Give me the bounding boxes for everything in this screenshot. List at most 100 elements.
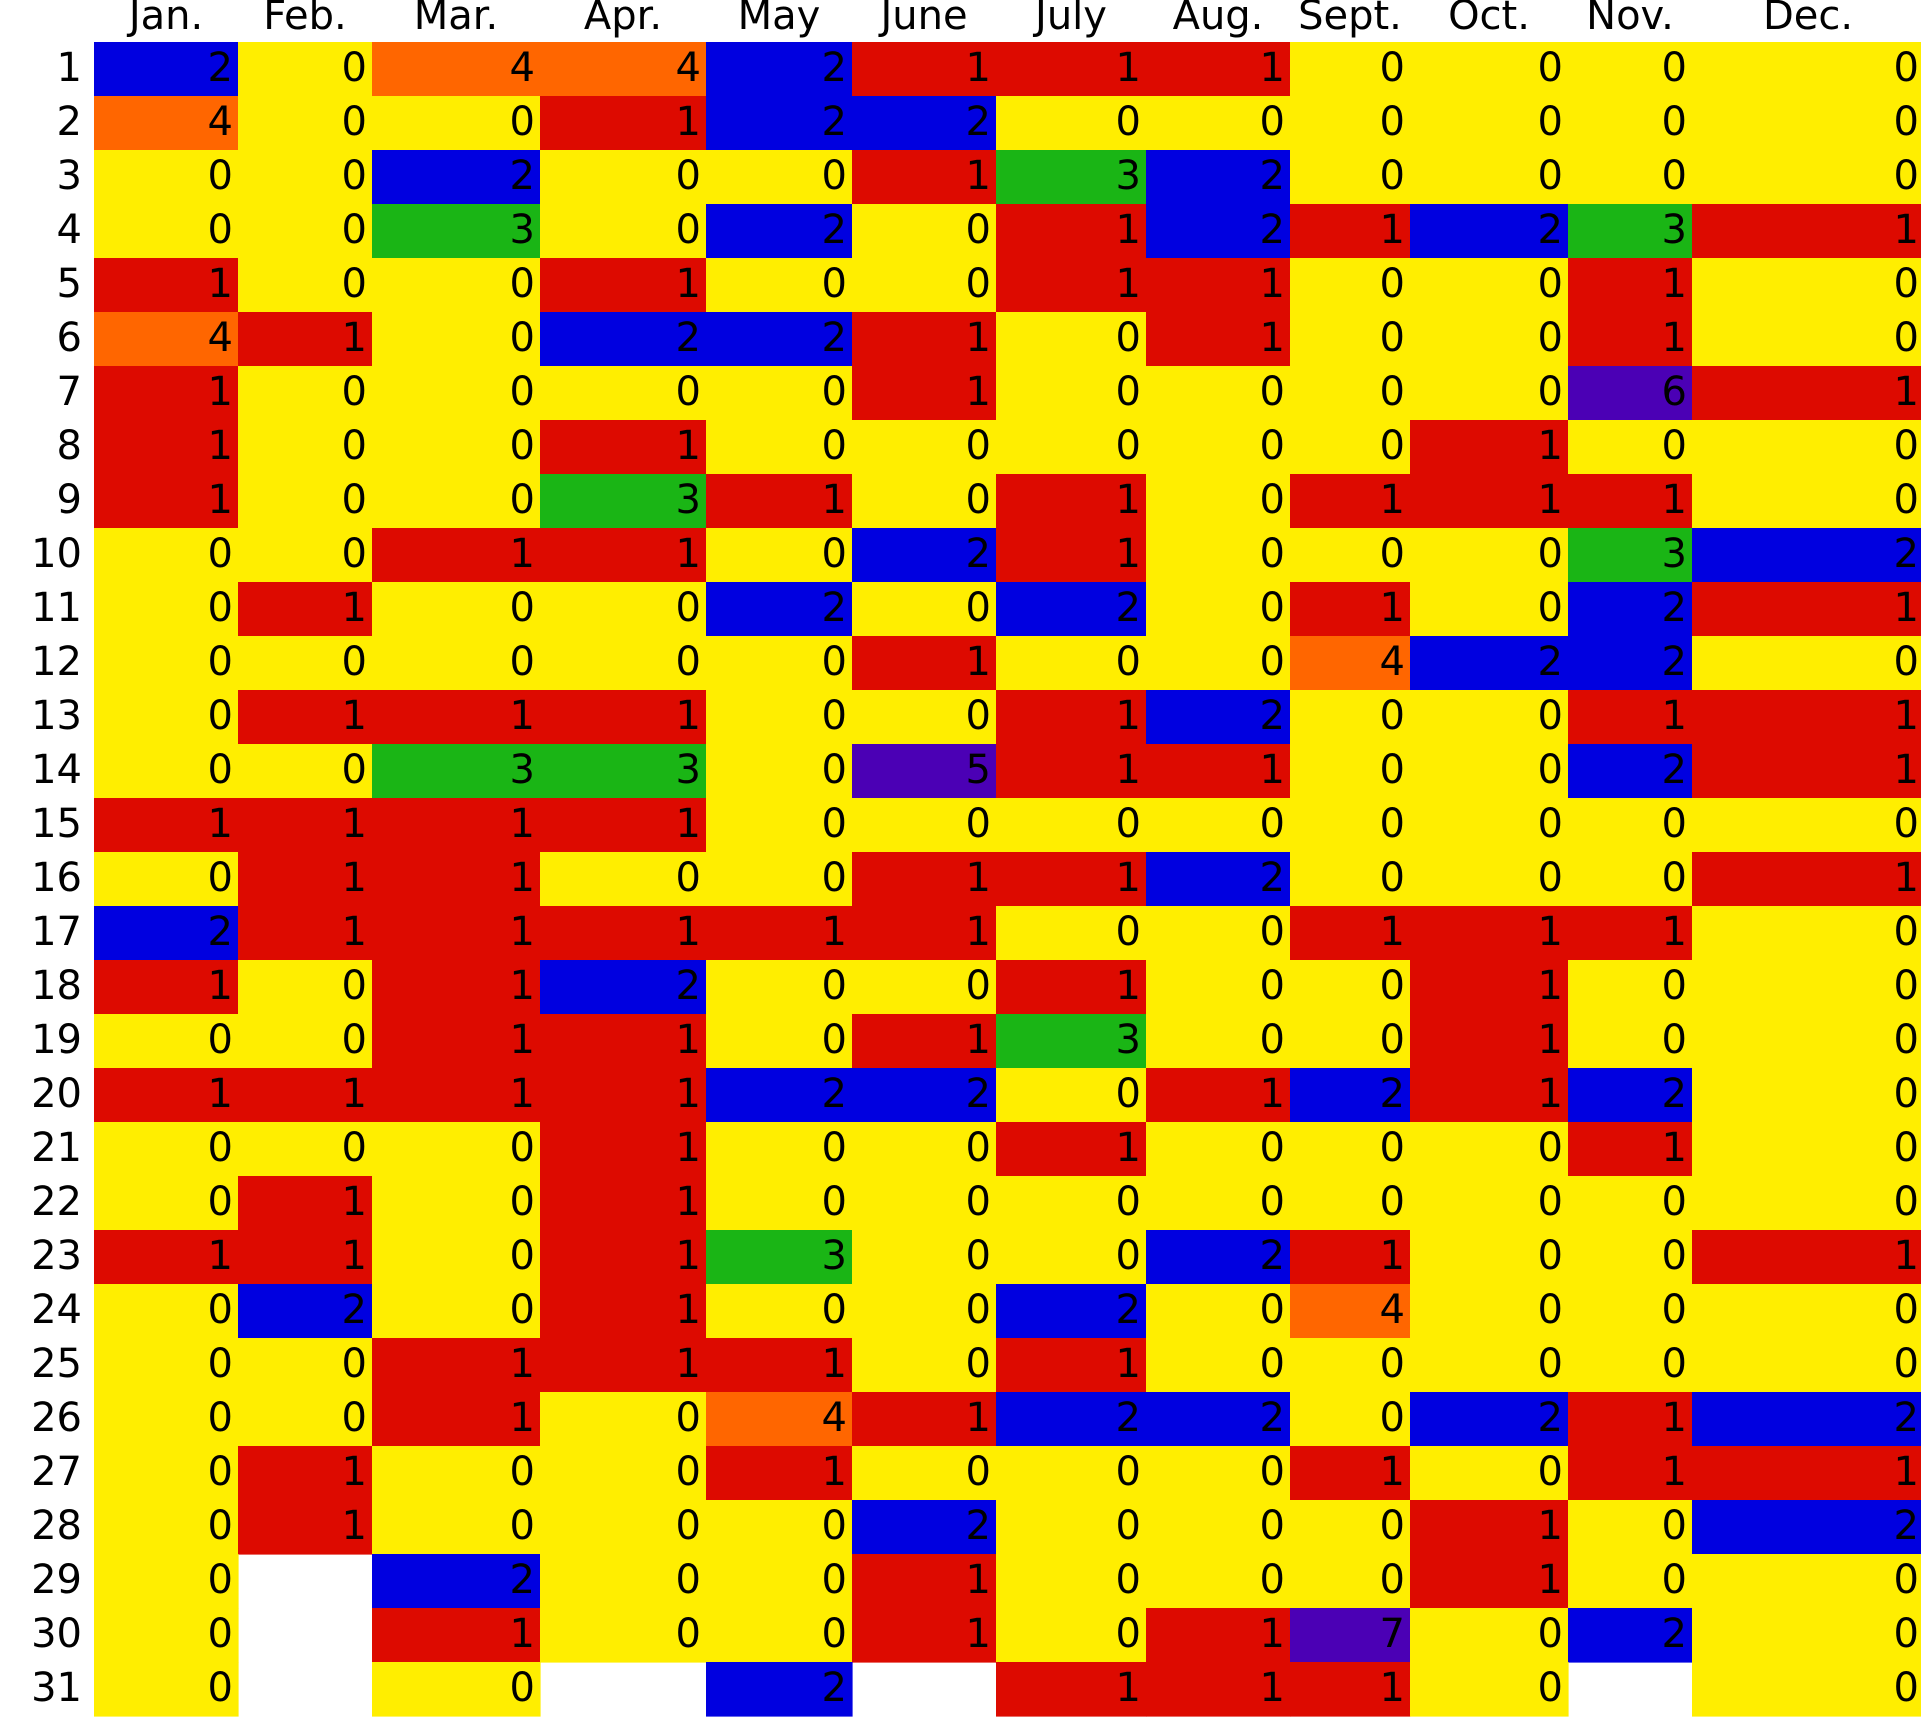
- heatmap-cell-Nov.-2: [1568, 96, 1693, 151]
- cell-value-label: 0: [1538, 1449, 1563, 1495]
- cell-value-label: 0: [208, 207, 233, 253]
- day-label: 13: [31, 693, 82, 739]
- heatmap-cell-Feb.-5: [238, 258, 373, 313]
- heatmap-cell-Aug.-13: [1146, 690, 1291, 745]
- cell-value-label: 1: [208, 801, 233, 847]
- heatmap-cell-Nov.-15: [1568, 798, 1693, 853]
- heatmap-cell-Oct.-9: [1410, 474, 1569, 529]
- heatmap-cell-Feb.-7: [238, 366, 373, 421]
- heatmap-cell-June-4: [852, 204, 997, 259]
- cell-value-label: 1: [676, 1125, 701, 1171]
- cell-value-label: 0: [1260, 99, 1285, 145]
- heatmap-cell-Oct.-3: [1410, 150, 1569, 205]
- cell-value-label: 0: [1662, 1179, 1687, 1225]
- heatmap-cell-Oct.-14: [1410, 744, 1569, 799]
- day-label: 27: [31, 1449, 82, 1495]
- cell-value-label: 0: [1380, 99, 1405, 145]
- cell-value-label: 0: [1380, 531, 1405, 577]
- heatmap-cell-July-31: [996, 1662, 1147, 1717]
- cell-value-label: 0: [342, 1125, 367, 1171]
- heatmap-cell-June-29: [852, 1554, 997, 1609]
- cell-value-label: 0: [1538, 693, 1563, 739]
- cell-value-label: 0: [676, 207, 701, 253]
- heatmap-cell-Oct.-2: [1410, 96, 1569, 151]
- month-label: Sept.: [1298, 0, 1402, 39]
- heatmap-cell-July-30: [996, 1608, 1147, 1663]
- cell-value-label: 1: [1116, 1665, 1141, 1711]
- cell-value-label: 1: [1538, 1557, 1563, 1603]
- heatmap-cell-Nov.-13: [1568, 690, 1693, 745]
- heatmap-cell-Jan.-5: [94, 258, 239, 313]
- heatmap-cell-Mar.-16: [372, 852, 541, 907]
- cell-value-label: 0: [966, 801, 991, 847]
- heatmap-cell-Dec.-3: [1692, 150, 1921, 205]
- heatmap-cell-Jan.-17: [94, 906, 239, 961]
- heatmap-cell-Apr.-29: [540, 1554, 707, 1609]
- cell-value-label: 1: [966, 153, 991, 199]
- cell-value-label: 0: [510, 1665, 535, 1711]
- cell-value-label: 1: [1380, 1665, 1405, 1711]
- day-label: 10: [31, 531, 82, 577]
- cell-value-label: 2: [966, 1071, 991, 1117]
- cell-value-label: 1: [822, 909, 847, 955]
- heatmap-cell-June-30: [852, 1608, 997, 1663]
- heatmap-cell-Apr.-7: [540, 366, 707, 421]
- heatmap-cell-Sept.-24: [1290, 1284, 1411, 1339]
- cell-value-label: 1: [1538, 477, 1563, 523]
- heatmap-cell-Aug.-1: [1146, 42, 1291, 97]
- cell-value-label: 1: [966, 1557, 991, 1603]
- heatmap-cell-Aug.-20: [1146, 1068, 1291, 1123]
- heatmap-cell-Oct.-31: [1410, 1662, 1569, 1717]
- month-label: Aug.: [1173, 0, 1264, 39]
- heatmap-cell-May-9: [706, 474, 853, 529]
- heatmap-cell-Feb.-1: [238, 42, 373, 97]
- heatmap-cell-Nov.-25: [1568, 1338, 1693, 1393]
- heatmap-cell-Oct.-20: [1410, 1068, 1569, 1123]
- cell-value-label: 0: [1894, 639, 1919, 685]
- heatmap-cell-Mar.-21: [372, 1122, 541, 1177]
- heatmap-cell-July-14: [996, 744, 1147, 799]
- cell-value-label: 1: [342, 1503, 367, 1549]
- heatmap-cell-June-25: [852, 1338, 997, 1393]
- heatmap-cell-Mar.-17: [372, 906, 541, 961]
- day-label: 8: [57, 423, 82, 469]
- heatmap-cell-Dec.-8: [1692, 420, 1921, 475]
- heatmap-cell-Jan.-3: [94, 150, 239, 205]
- cell-value-label: 0: [676, 1449, 701, 1495]
- heatmap-cell-Jan.-22: [94, 1176, 239, 1231]
- cell-value-label: 3: [1662, 207, 1687, 253]
- cell-value-label: 1: [1894, 207, 1919, 253]
- cell-value-label: 1: [1662, 1449, 1687, 1495]
- cell-value-label: 0: [1894, 1179, 1919, 1225]
- heatmap-cell-June-18: [852, 960, 997, 1015]
- heatmap-cell-May-15: [706, 798, 853, 853]
- heatmap-cell-Mar.-12: [372, 636, 541, 691]
- heatmap-cell-Dec.-27: [1692, 1446, 1921, 1501]
- cell-value-label: 2: [676, 315, 701, 361]
- heatmap-cell-June-28: [852, 1500, 997, 1555]
- heatmap-cell-Mar.-28: [372, 1500, 541, 1555]
- cell-value-label: 0: [208, 693, 233, 739]
- heatmap-cell-Jan.-30: [94, 1608, 239, 1663]
- heatmap-cell-Apr.-19: [540, 1014, 707, 1069]
- day-label: 17: [31, 909, 82, 955]
- heatmap-cell-Apr.-23: [540, 1230, 707, 1285]
- cell-value-label: 0: [822, 153, 847, 199]
- cell-value-label: 0: [208, 1125, 233, 1171]
- cell-value-label: 1: [966, 45, 991, 91]
- cell-value-label: 2: [1116, 1287, 1141, 1333]
- heatmap-cell-Mar.-19: [372, 1014, 541, 1069]
- heatmap-cell-July-11: [996, 582, 1147, 637]
- cell-value-label: 0: [1538, 1341, 1563, 1387]
- cell-value-label: 0: [822, 261, 847, 307]
- day-label: 24: [31, 1287, 82, 1333]
- heatmap-cell-Dec.-10: [1692, 528, 1921, 583]
- cell-value-label: 0: [822, 693, 847, 739]
- cell-value-label: 0: [1380, 153, 1405, 199]
- heatmap-cell-Dec.-11: [1692, 582, 1921, 637]
- heatmap-cell-May-6: [706, 312, 853, 367]
- heatmap-cell-Jan.-10: [94, 528, 239, 583]
- cell-value-label: 1: [676, 1071, 701, 1117]
- heatmap-cell-Aug.-11: [1146, 582, 1291, 637]
- heatmap-cell-Sept.-27: [1290, 1446, 1411, 1501]
